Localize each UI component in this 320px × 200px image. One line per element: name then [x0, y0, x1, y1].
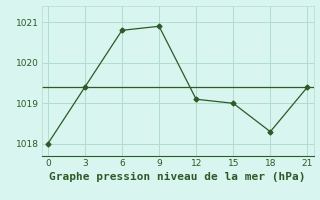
X-axis label: Graphe pression niveau de la mer (hPa): Graphe pression niveau de la mer (hPa) [49, 172, 306, 182]
